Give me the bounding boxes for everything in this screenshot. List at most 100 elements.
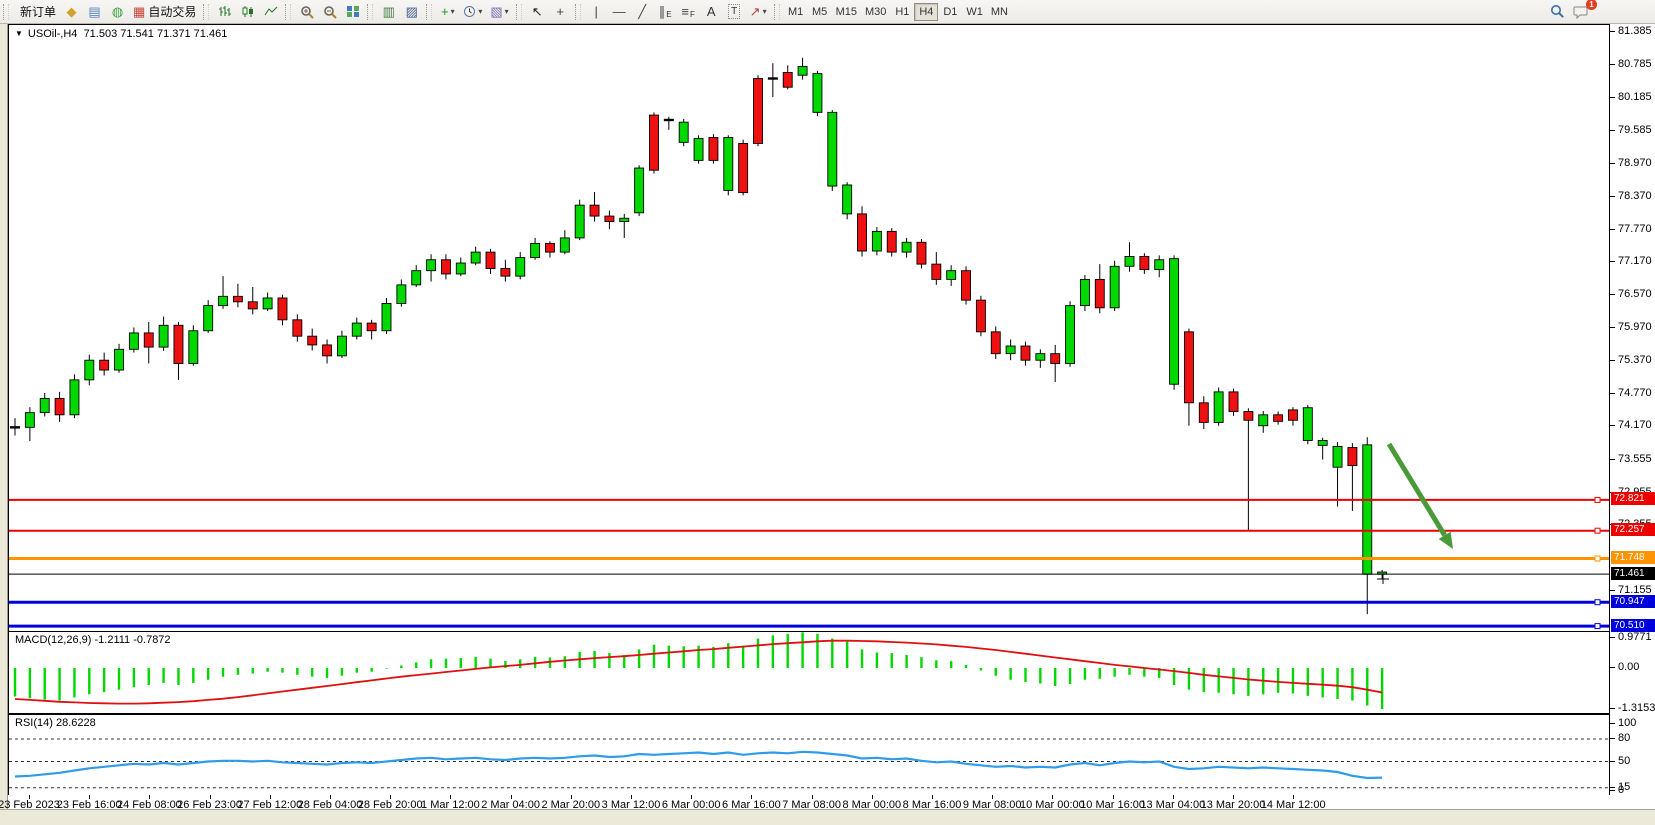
time-axis-label: 23 Feb 2023 bbox=[0, 799, 60, 811]
price-axis-label: 80.185 bbox=[1618, 90, 1652, 103]
auto-trading-button-glyph: ▦ bbox=[133, 4, 146, 19]
text-button[interactable]: A bbox=[701, 2, 722, 21]
support-line-orange-price-label: 71.748 bbox=[1611, 550, 1655, 564]
timeframe-h1[interactable]: H1 bbox=[895, 5, 910, 18]
auto-trading-button[interactable]: ▦ 自动交易 bbox=[130, 2, 199, 21]
axis-tick bbox=[1610, 636, 1615, 638]
bar-chart-button[interactable] bbox=[214, 2, 235, 21]
toolbar-grip bbox=[574, 3, 581, 20]
resistance-line-2-price-label: 72.257 bbox=[1611, 523, 1655, 537]
notification-badge: 1 bbox=[1586, 0, 1597, 10]
terminal-icon[interactable]: ▤ bbox=[84, 2, 105, 21]
timeframe-mn[interactable]: MN bbox=[990, 5, 1008, 18]
horizontal-line-button[interactable]: — bbox=[609, 2, 630, 21]
period-button[interactable]: ▾ bbox=[460, 2, 485, 21]
chart-forward-button-glyph: ▥ bbox=[382, 4, 395, 19]
template-button[interactable]: ▧ ▾ bbox=[487, 2, 511, 21]
timeframe-w1[interactable]: W1 bbox=[966, 5, 983, 18]
time-tick bbox=[149, 795, 151, 799]
chart-collapse-icon[interactable]: ▼ bbox=[15, 29, 23, 38]
arrows-button[interactable]: ↗ ▾ bbox=[747, 2, 770, 21]
gold-chart-icon[interactable]: ◆ bbox=[61, 2, 82, 21]
price-axis-label: 77.170 bbox=[1618, 255, 1652, 268]
price-axis[interactable]: 81.385 80.785 80.185 79.585 78.970 78.370 77.7… bbox=[1609, 24, 1655, 796]
time-tick bbox=[390, 795, 392, 799]
horizontal-line-button-glyph: — bbox=[612, 4, 626, 19]
signal-icon[interactable]: ◍ bbox=[107, 2, 128, 21]
axis-tick bbox=[1610, 96, 1615, 98]
axis-tick bbox=[1610, 425, 1615, 427]
chart-title: ▼ USOil-,H4 71.503 71.541 71.371 71.461 bbox=[15, 28, 227, 40]
vertical-line-button[interactable]: | bbox=[586, 2, 607, 21]
axis-tick bbox=[1610, 31, 1615, 33]
time-tick bbox=[691, 795, 693, 799]
line-chart-button[interactable] bbox=[260, 2, 281, 21]
price-axis-label: 78.970 bbox=[1618, 157, 1652, 170]
timeframe-m15[interactable]: M15 bbox=[835, 5, 857, 18]
trendline-button-glyph: ╱ bbox=[638, 4, 647, 19]
notifications-button[interactable]: 1 bbox=[1570, 0, 1597, 21]
timeframe-m5[interactable]: M5 bbox=[811, 5, 828, 18]
add-indicator-button[interactable]: + ▾ bbox=[437, 2, 458, 21]
toolbar-grip bbox=[285, 3, 292, 20]
axis-tick bbox=[1610, 666, 1615, 668]
toolbar-grip bbox=[426, 3, 433, 20]
time-axis-label: 28 Feb 04:00 bbox=[297, 799, 363, 811]
crosshair-button-glyph: + bbox=[556, 4, 564, 19]
time-axis-label: 2 Mar 04:00 bbox=[481, 799, 540, 811]
new-order-button[interactable]: 新订单 bbox=[14, 2, 59, 21]
vertical-line-button-glyph: | bbox=[594, 4, 598, 19]
time-tick bbox=[269, 795, 271, 799]
time-tick bbox=[631, 795, 632, 799]
add-indicator-button-glyph: + bbox=[441, 4, 449, 19]
time-axis-label: 3 Mar 12:00 bbox=[601, 799, 661, 811]
chevron-down-icon: ▾ bbox=[504, 7, 509, 16]
axis-tick bbox=[1610, 294, 1615, 296]
axis-tick bbox=[1610, 458, 1615, 460]
time-tick bbox=[751, 795, 753, 799]
gold-chart-icon-glyph: ◆ bbox=[66, 4, 77, 19]
timeframe-h4[interactable]: H4 bbox=[914, 2, 939, 21]
axis-tick bbox=[1610, 738, 1615, 739]
text-label-button[interactable]: T bbox=[724, 2, 745, 21]
macd-pane[interactable]: MACD(12,26,9) -1.2111 -0.7872 bbox=[8, 631, 1611, 714]
signal-icon-glyph: ◍ bbox=[111, 4, 124, 19]
zoom-out-button[interactable] bbox=[319, 2, 340, 21]
macd-axis-label: 0.9771 bbox=[1618, 630, 1652, 643]
axis-tick bbox=[1610, 163, 1615, 165]
chart-forward-button[interactable]: ▥ bbox=[378, 2, 399, 21]
price-pane[interactable]: ▼ USOil-,H4 71.503 71.541 71.371 71.461 bbox=[8, 24, 1611, 632]
price-axis-label: 74.170 bbox=[1618, 419, 1652, 432]
price-axis-label: 78.370 bbox=[1618, 189, 1652, 202]
fibonacci-button[interactable]: ≡ F bbox=[678, 2, 699, 21]
channel-button[interactable]: ∥ E bbox=[655, 2, 676, 21]
time-tick bbox=[1172, 795, 1174, 799]
price-axis-label: 71.155 bbox=[1618, 583, 1652, 596]
rsi-pane[interactable]: RSI(14) 28.6228 bbox=[8, 714, 1611, 797]
cursor-button[interactable]: ↖ bbox=[527, 2, 548, 21]
candlestick-chart-button[interactable] bbox=[237, 2, 258, 21]
price-axis-label: 75.370 bbox=[1618, 353, 1652, 366]
chart-shift-button[interactable]: ▨ bbox=[401, 2, 422, 21]
text-label-button-glyph: T bbox=[728, 4, 741, 19]
timeframe-m1[interactable]: M1 bbox=[787, 5, 804, 18]
linechart-icon bbox=[264, 5, 278, 18]
time-tick bbox=[1052, 795, 1054, 799]
crosshair-button[interactable]: + bbox=[550, 2, 571, 21]
timeframe-m30[interactable]: M30 bbox=[864, 5, 887, 18]
new-order-button-label: 新订单 bbox=[20, 5, 57, 19]
bars-icon bbox=[218, 5, 232, 18]
zoom-in-button[interactable] bbox=[296, 2, 317, 21]
price-axis-label: 76.570 bbox=[1618, 288, 1652, 301]
rsi-label: RSI(14) 28.6228 bbox=[15, 717, 96, 729]
auto-trading-button-label: 自动交易 bbox=[148, 5, 197, 19]
time-axis-label: 1 Mar 12:00 bbox=[421, 799, 480, 811]
search-button[interactable] bbox=[1547, 2, 1568, 21]
tile-windows-button[interactable] bbox=[342, 2, 363, 21]
time-tick bbox=[871, 795, 873, 799]
timeframe-d1[interactable]: D1 bbox=[943, 5, 958, 18]
toolbar-grip bbox=[367, 3, 374, 20]
sell-signal-arrow[interactable] bbox=[1386, 442, 1447, 537]
trendline-button[interactable]: ╱ bbox=[632, 2, 653, 21]
